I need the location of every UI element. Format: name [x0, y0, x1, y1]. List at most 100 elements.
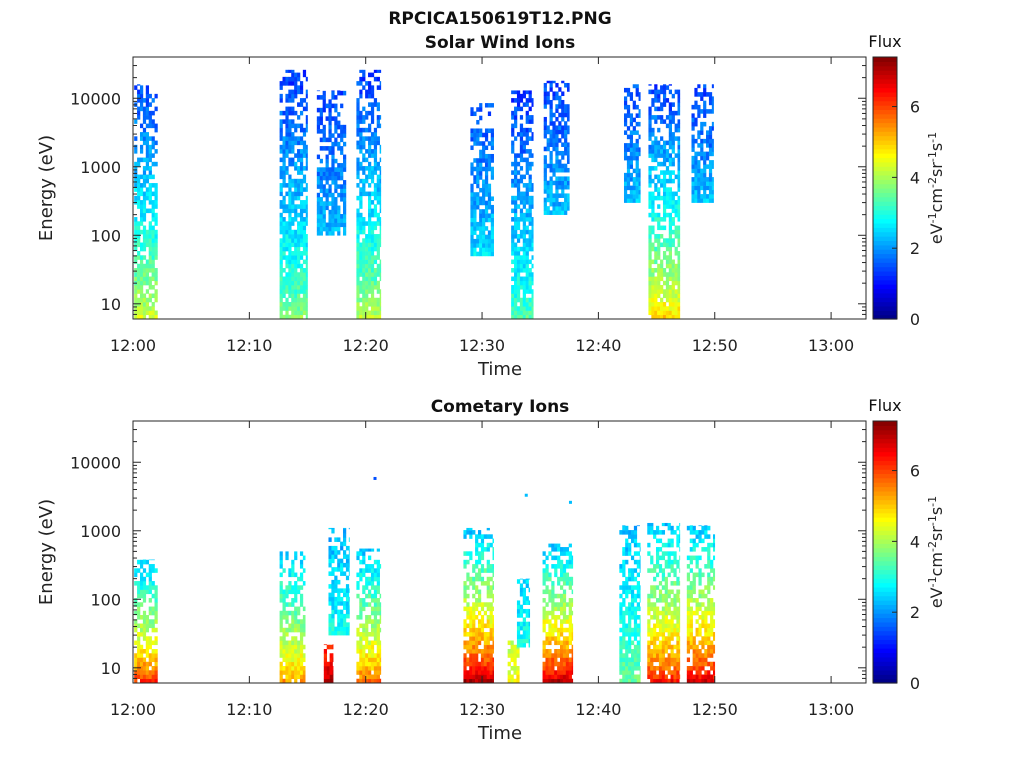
flux-pixel [137, 161, 141, 167]
flux-pixel [571, 623, 574, 629]
flux-pixel [145, 585, 150, 590]
flux-pixel [671, 200, 675, 205]
flux-pixel [473, 158, 477, 163]
flux-pixel [562, 670, 567, 675]
flux-pixel [370, 268, 375, 273]
flux-pixel [514, 314, 518, 320]
flux-pixel [359, 110, 363, 116]
flux-pixel [470, 247, 474, 252]
flux-pixel [359, 615, 363, 620]
flux-pixel [516, 674, 520, 680]
flux-pixel [466, 623, 470, 629]
flux-pixel [668, 217, 672, 222]
flux-pixel [629, 96, 634, 101]
flux-pixel [668, 251, 672, 256]
flux-pixel [551, 581, 555, 586]
flux-pixel [151, 593, 155, 599]
flux-pixel [466, 559, 470, 565]
flux-pixel [476, 162, 480, 167]
flux-pixel [619, 670, 623, 675]
flux-pixel [331, 214, 335, 219]
flux-pixel [662, 93, 667, 99]
flux-pixel [632, 181, 636, 186]
flux-pixel [328, 584, 332, 589]
flux-pixel [525, 297, 529, 303]
flux-pixel [653, 530, 657, 535]
flux-pixel [522, 638, 526, 644]
flux-pixel [319, 167, 323, 172]
flux-pixel [480, 649, 485, 654]
flux-pixel [568, 670, 572, 675]
flux-pixel [668, 119, 672, 124]
flux-pixel [626, 160, 631, 165]
flux-pixel [566, 197, 570, 203]
flux-pixel [658, 653, 663, 658]
flux-pixel [279, 644, 283, 650]
flux-pixel [356, 119, 360, 124]
flux-pixel [655, 547, 660, 552]
flux-pixel [668, 200, 672, 205]
flux-pixel [466, 551, 470, 556]
flux-pixel [528, 289, 532, 294]
flux-pixel [373, 302, 378, 307]
flux-pixel [519, 285, 524, 290]
flux-pixel [543, 91, 547, 97]
flux-pixel [362, 106, 366, 112]
flux-pixel [639, 615, 641, 620]
flux-pixel [279, 593, 283, 599]
flux-pixel [483, 678, 487, 684]
flux-pixel [639, 598, 641, 603]
flux-pixel [651, 302, 655, 307]
flux-pixel [674, 268, 678, 273]
flux-pixel [484, 234, 489, 240]
flux-pixel [285, 661, 289, 667]
flux-pixel [151, 649, 155, 654]
flux-pixel [519, 229, 524, 235]
flux-pixel [285, 140, 289, 146]
flux-pixel [145, 229, 150, 235]
flux-pixel [571, 598, 574, 603]
flux-pixel [628, 666, 632, 671]
flux-pixel [630, 615, 635, 620]
flux-pixel [477, 593, 482, 599]
flux-pixel [151, 153, 155, 158]
flux-pixel [626, 155, 631, 161]
flux-pixel [531, 234, 534, 239]
flux-pixel [302, 246, 307, 252]
flux-pixel [655, 674, 660, 680]
flux-pixel [365, 615, 369, 620]
flux-pixel [291, 598, 295, 603]
flux-pixel [564, 176, 568, 181]
flux-pixel [676, 525, 680, 531]
flux-pixel [299, 310, 304, 316]
colorbar-segment [873, 188, 897, 193]
flux-pixel [528, 246, 532, 252]
flux-pixel [145, 276, 150, 282]
flux-pixel [522, 195, 526, 201]
flux-pixel [701, 644, 705, 650]
flux-pixel [137, 234, 141, 239]
flux-pixel [470, 183, 474, 189]
flux-pixel [368, 272, 372, 277]
flux-pixel [660, 306, 664, 311]
flux-pixel [571, 610, 574, 616]
flux-pixel [294, 81, 298, 86]
flux-pixel [294, 76, 298, 82]
flux-pixel [661, 636, 666, 641]
flux-pixel [554, 593, 558, 599]
flux-pixel [469, 666, 473, 671]
flux-pixel [660, 161, 664, 167]
flux-pixel [650, 670, 654, 675]
flux-pixel [294, 606, 298, 612]
flux-pixel [546, 99, 550, 105]
flux-pixel [473, 179, 477, 184]
flux-pixel [139, 644, 144, 650]
flux-pixel [370, 632, 375, 637]
flux-pixel [332, 670, 334, 675]
flux-pixel [365, 234, 369, 239]
flux-pixel [708, 130, 713, 135]
flux-pixel [476, 192, 480, 197]
flux-pixel [343, 90, 347, 96]
flux-pixel [477, 598, 482, 603]
flux-pixel [654, 195, 658, 201]
